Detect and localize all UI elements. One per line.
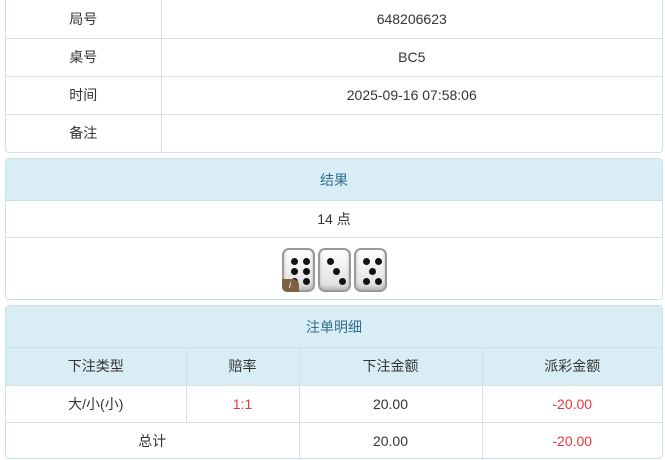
time-label: 时间 bbox=[6, 75, 162, 115]
total-amount: 20.00 bbox=[298, 421, 483, 458]
pip bbox=[362, 258, 370, 265]
info-badge-icon[interactable]: i bbox=[281, 279, 299, 292]
result-title: 结果 bbox=[6, 159, 662, 201]
bet-details-panel: 注单明细 下注类型 赔率 下注金额 派彩金额 大/小(小) 1:1 20.00 … bbox=[5, 305, 663, 459]
bet-details-title: 注单明细 bbox=[6, 306, 662, 348]
header-payout: 派彩金额 bbox=[481, 348, 662, 386]
odds: 1:1 bbox=[185, 384, 300, 423]
pip bbox=[302, 278, 310, 285]
pip bbox=[290, 268, 298, 275]
header-bet-amount: 下注金额 bbox=[298, 348, 483, 386]
remark-value bbox=[160, 113, 662, 152]
pip bbox=[338, 278, 346, 285]
dice-group: i bbox=[6, 238, 662, 292]
payout: -20.00 bbox=[481, 384, 662, 423]
round-label: 局号 bbox=[6, 0, 162, 39]
pip bbox=[368, 268, 376, 275]
table-row: 局号 648206623 bbox=[6, 0, 662, 39]
die-3-icon bbox=[317, 248, 351, 292]
pip bbox=[290, 258, 298, 265]
pip bbox=[332, 268, 340, 275]
pip bbox=[362, 278, 370, 285]
table-label: 桌号 bbox=[6, 37, 162, 77]
time-value: 2025-09-16 07:58:06 bbox=[160, 75, 662, 115]
header-bet-type: 下注类型 bbox=[6, 348, 187, 386]
pip bbox=[374, 278, 382, 285]
round-value: 648206623 bbox=[160, 0, 662, 39]
table-row: 时间 2025-09-16 07:58:06 bbox=[6, 75, 662, 115]
table-row: 桌号 BC5 bbox=[6, 37, 662, 77]
result-panel: 结果 14 点 i bbox=[5, 158, 663, 300]
table-value: BC5 bbox=[160, 37, 662, 77]
table-row: 备注 bbox=[6, 113, 662, 152]
total-row: 总计 20.00 -20.00 bbox=[6, 421, 662, 458]
bet-type: 大/小(小) bbox=[6, 384, 187, 423]
round-info-table: 局号 648206623 桌号 BC5 时间 2025-09-16 07:58:06 … bbox=[5, 0, 663, 153]
header-odds: 赔率 bbox=[185, 348, 300, 386]
pip bbox=[302, 258, 310, 265]
remark-label: 备注 bbox=[6, 113, 162, 152]
total-label: 总计 bbox=[6, 421, 300, 458]
total-payout: -20.00 bbox=[481, 421, 662, 458]
pip bbox=[374, 258, 382, 265]
table-row: 大/小(小) 1:1 20.00 -20.00 bbox=[6, 384, 662, 423]
pip bbox=[302, 268, 310, 275]
bet-amount: 20.00 bbox=[298, 384, 483, 423]
table-header-row: 下注类型 赔率 下注金额 派彩金额 bbox=[6, 348, 662, 386]
die-5-icon bbox=[353, 248, 387, 292]
die-6-icon: i bbox=[281, 248, 315, 292]
pip bbox=[326, 258, 334, 265]
result-points: 14 点 bbox=[317, 211, 351, 227]
